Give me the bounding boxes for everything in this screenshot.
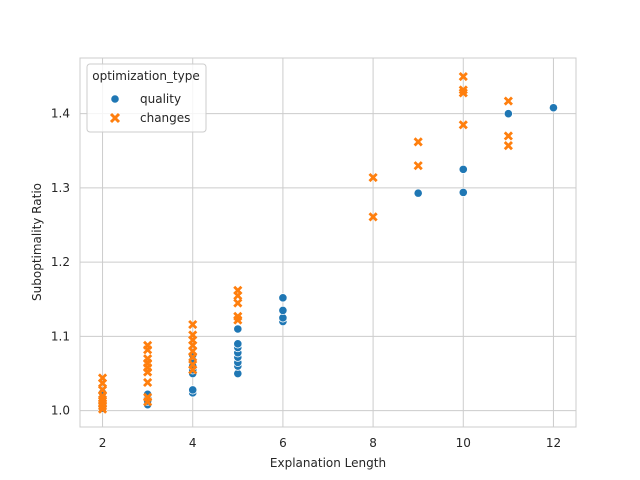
plot-frame [79, 57, 577, 428]
point-changes [143, 377, 153, 388]
point-changes [458, 71, 468, 82]
point-changes [413, 137, 423, 147]
point-quality [278, 293, 288, 303]
y-tick-label: 1.2 [51, 255, 70, 269]
legend-quality-marker [110, 94, 120, 104]
x-tick-label: 4 [189, 436, 197, 450]
y-axis-ticks: 1.0 1.1 1.2 1.3 1.4 [51, 107, 70, 418]
point-changes [413, 161, 423, 171]
legend-changes-marker [109, 112, 121, 124]
data-points [97, 71, 559, 414]
y-axis-label: Suboptimality Ratio [30, 183, 44, 301]
point-changes [143, 354, 153, 364]
point-changes [143, 392, 153, 402]
point-changes [143, 340, 153, 350]
legend-title: optimization_type [92, 69, 199, 83]
legend: optimization_type quality changes [86, 63, 207, 133]
point-quality [458, 164, 468, 174]
point-changes [368, 172, 378, 183]
point-quality [458, 187, 468, 197]
x-tick-label: 8 [369, 436, 377, 450]
legend-quality-label: quality [140, 92, 181, 106]
point-changes [188, 319, 198, 330]
point-changes [188, 360, 198, 370]
point-changes [458, 120, 468, 130]
point-quality [278, 305, 288, 316]
y-tick-label: 1.0 [51, 404, 70, 418]
x-axis-ticks: 2 4 6 8 10 12 [99, 436, 561, 450]
x-tick-label: 2 [99, 436, 107, 450]
y-tick-label: 1.4 [51, 107, 70, 121]
point-changes [233, 298, 243, 308]
point-changes [503, 96, 513, 106]
point-changes [503, 131, 513, 141]
point-changes [368, 212, 378, 222]
legend-changes-label: changes [140, 111, 190, 125]
x-tick-label: 10 [456, 436, 471, 450]
gridlines [80, 58, 576, 427]
point-quality [503, 109, 513, 119]
y-tick-label: 1.3 [51, 181, 70, 195]
point-changes [458, 85, 468, 95]
point-changes [97, 373, 108, 383]
x-tick-label: 6 [279, 436, 287, 450]
y-tick-label: 1.1 [51, 329, 70, 343]
point-changes [233, 285, 243, 295]
x-tick-label: 12 [546, 436, 561, 450]
x-axis-label: Explanation Length [270, 456, 386, 470]
point-quality [548, 103, 559, 113]
point-quality [413, 188, 423, 198]
point-quality [233, 339, 243, 349]
point-changes [188, 330, 198, 340]
point-quality [188, 385, 198, 395]
point-changes [503, 141, 513, 151]
point-changes [233, 311, 243, 321]
point-quality [233, 324, 243, 334]
